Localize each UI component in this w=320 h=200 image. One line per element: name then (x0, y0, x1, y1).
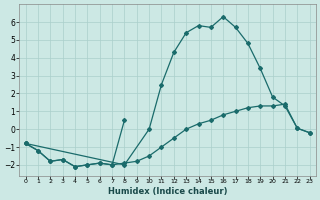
X-axis label: Humidex (Indice chaleur): Humidex (Indice chaleur) (108, 187, 228, 196)
